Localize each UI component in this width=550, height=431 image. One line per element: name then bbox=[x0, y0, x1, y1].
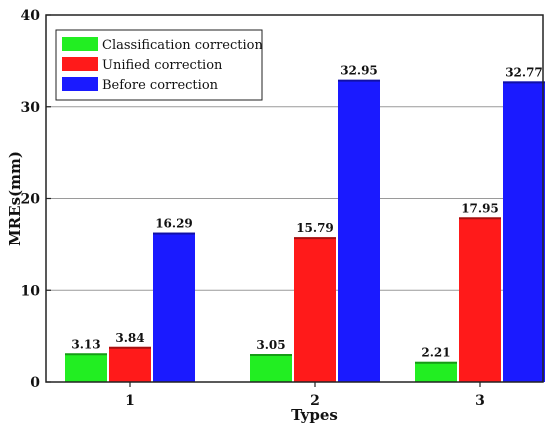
legend-label-2: Unified correction bbox=[102, 58, 223, 73]
data-labels: 3.13 3.05 2.21 3.84 15.79 17.95 16.29 32.95 32.7… bbox=[71, 64, 542, 360]
legend-swatch-3 bbox=[62, 77, 98, 91]
data-label-2-2: 15.79 bbox=[296, 221, 334, 235]
data-label-1-3: 2.21 bbox=[421, 346, 450, 360]
bar-1-3 bbox=[415, 361, 457, 382]
legend-label-3: Before correction bbox=[102, 78, 219, 93]
x-axis-title: Types bbox=[291, 406, 338, 424]
data-label-2-3: 17.95 bbox=[461, 201, 499, 215]
x-tick-label-1: 1 bbox=[125, 393, 135, 409]
data-label-3-1: 16.29 bbox=[155, 217, 193, 231]
y-tick-label-40: 40 bbox=[21, 8, 41, 24]
y-tick-label-30: 30 bbox=[21, 100, 41, 116]
legend-swatch-2 bbox=[62, 57, 98, 71]
bar-3-3 bbox=[503, 81, 545, 382]
y-axis-ticks: 0 10 20 30 40 bbox=[21, 8, 51, 391]
data-label-3-3: 32.77 bbox=[505, 65, 543, 79]
bar-3-1 bbox=[153, 232, 195, 382]
bar-2-2 bbox=[294, 237, 336, 382]
bar-1-2 bbox=[250, 354, 292, 382]
legend: Classification correction Unified correct… bbox=[55, 29, 263, 101]
bars bbox=[65, 79, 545, 382]
data-label-2-1: 3.84 bbox=[115, 331, 144, 345]
bar-2-1 bbox=[109, 346, 151, 382]
y-tick-label-0: 0 bbox=[30, 375, 40, 391]
bar-1-1 bbox=[65, 353, 107, 382]
legend-label-1: Classification correction bbox=[102, 38, 263, 53]
legend-swatch-1 bbox=[62, 37, 98, 51]
y-tick-label-10: 10 bbox=[21, 283, 41, 299]
data-label-1-1: 3.13 bbox=[71, 337, 100, 351]
y-tick-label-20: 20 bbox=[21, 192, 41, 208]
x-axis-ticks: 1 2 3 bbox=[125, 382, 485, 409]
x-tick-label-2: 2 bbox=[310, 393, 320, 409]
data-label-3-2: 32.95 bbox=[340, 64, 378, 78]
bar-3-2 bbox=[338, 79, 380, 382]
data-label-1-2: 3.05 bbox=[256, 338, 285, 352]
x-tick-label-3: 3 bbox=[475, 393, 485, 409]
bar-2-3 bbox=[459, 217, 501, 382]
y-axis-title: MREs(mm) bbox=[6, 151, 24, 246]
